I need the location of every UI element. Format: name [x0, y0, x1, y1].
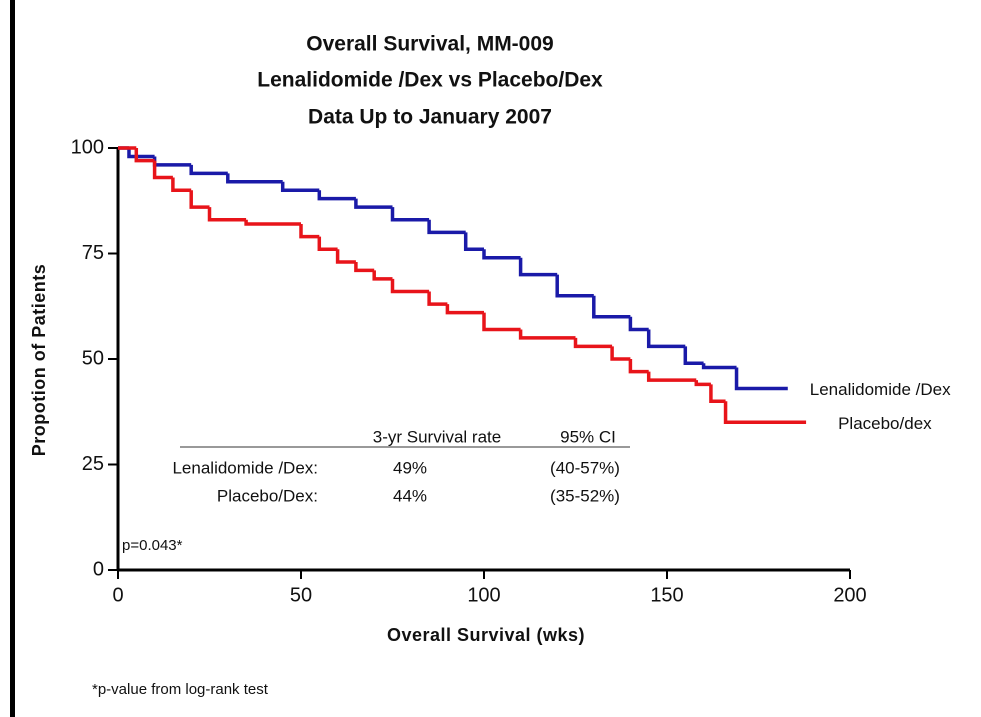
x-tick-label: 50	[290, 584, 312, 606]
y-tick-label: 100	[71, 136, 104, 158]
survival-step	[701, 363, 737, 370]
y-axis-label: Propotion of Patients	[29, 264, 49, 457]
x-tick-label: 150	[650, 584, 683, 606]
table-cell: Lenalidomide /Dex:	[172, 458, 318, 477]
survival-step	[427, 219, 466, 235]
table-cell: (40-57%)	[550, 458, 620, 477]
survival-step	[189, 190, 210, 209]
page-border	[10, 0, 15, 717]
chart-subtitle: Data Up to January 2007	[308, 106, 552, 129]
survival-step	[127, 148, 155, 159]
table-header: 3-yr Survival rate	[373, 427, 501, 446]
survival-step	[518, 329, 576, 340]
table-cell: 44%	[393, 486, 427, 505]
survival-step	[189, 164, 228, 176]
survival-step	[592, 295, 631, 319]
x-tick-label: 100	[467, 584, 500, 606]
survival-step	[518, 257, 558, 277]
survival-step	[171, 177, 192, 192]
survival-step	[427, 291, 448, 306]
survival-step	[335, 249, 356, 264]
x-axis-label: Overall Survival (wks)	[387, 625, 585, 645]
table-cell: (35-52%)	[550, 486, 620, 505]
table-header: 95% CI	[560, 427, 616, 446]
survival-step	[482, 249, 521, 260]
survival-step	[280, 181, 320, 192]
survival-step	[734, 367, 788, 391]
chart-subtitle: Lenalidomide /Dex vs Placebo/Dex	[257, 69, 603, 92]
survival-step	[299, 223, 320, 239]
survival-step	[573, 337, 613, 349]
legend-label: Lenalidomide /Dex	[810, 380, 951, 399]
p-value: p=0.043*	[122, 537, 183, 554]
survival-step	[445, 304, 484, 315]
y-tick-label: 50	[82, 347, 104, 369]
survival-step	[610, 346, 631, 361]
survival-step	[694, 380, 711, 387]
survival-step	[628, 359, 649, 374]
survival-step	[390, 278, 430, 294]
survival-step	[134, 148, 155, 163]
y-tick-label: 75	[82, 242, 104, 264]
survival-step	[709, 384, 726, 403]
table-cell: Placebo/Dex:	[217, 486, 318, 505]
survival-step	[646, 329, 686, 349]
survival-step	[555, 274, 594, 298]
survival-step	[152, 156, 192, 167]
legend-label: Placebo/dex	[838, 414, 932, 433]
survival-step	[244, 219, 301, 226]
survival-step	[354, 198, 393, 209]
survival-step	[226, 173, 283, 184]
y-tick-label: 25	[82, 453, 104, 475]
survival-step	[317, 236, 338, 252]
chart-title: Overall Survival, MM-009	[306, 33, 553, 56]
survival-step	[646, 371, 697, 382]
survival-step	[317, 190, 356, 201]
survival-step	[372, 270, 393, 281]
survival-step	[207, 207, 247, 222]
survival-step	[482, 312, 521, 332]
survival-step	[628, 316, 649, 332]
x-tick-label: 0	[112, 584, 123, 606]
table-cell: 49%	[393, 458, 427, 477]
y-tick-label: 0	[93, 558, 104, 580]
survival-step	[390, 207, 430, 222]
footnote: *p-value from log-rank test	[92, 681, 269, 698]
survival-step	[463, 232, 484, 252]
survival-step	[683, 346, 704, 365]
survival-step	[152, 160, 173, 180]
x-tick-label: 200	[833, 584, 866, 606]
survival-step	[723, 401, 807, 425]
survival-step	[354, 261, 375, 273]
